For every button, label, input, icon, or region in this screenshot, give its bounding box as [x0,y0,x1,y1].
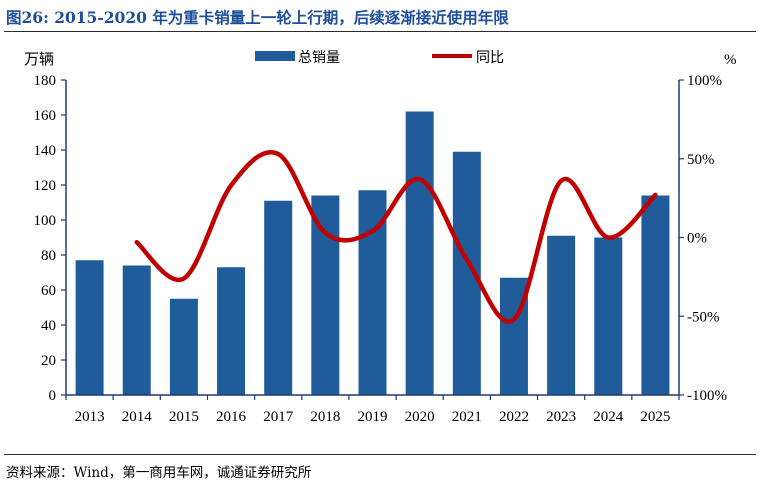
right-tick-label: -100% [687,388,727,404]
title-divider [4,31,756,32]
yoy-growth-line [134,150,658,324]
bar-2020 [405,111,434,395]
left-tick-label: 120 [34,178,57,194]
bar-2015 [169,298,198,395]
bar-2023 [547,235,576,395]
x-tick-label: 2013 [75,409,105,425]
chart-title: 图26: 2015-2020 年为重卡销量上一轮上行期，后续逐渐接近使用年限 [6,8,509,27]
right-axis-unit: % [724,52,737,68]
legend: 总销量 同比 [255,50,504,66]
bar-2025 [641,195,670,395]
x-tick-label: 2019 [358,409,388,425]
left-tick-label: 180 [34,73,57,89]
right-tick-label: 0% [687,231,707,247]
axes-group: 0 20 40 60 80 100 120 140 160 180 -100% -50% 0% 50% 1… [34,73,728,425]
x-tick-label: 2023 [546,409,576,425]
x-tick-label: 2024 [593,409,624,425]
x-tick-label: 2016 [216,409,247,425]
bar-2013 [75,260,104,395]
left-tick-label: 160 [34,108,57,124]
left-tick-label: 20 [41,353,56,369]
bar-series-group [75,111,670,395]
right-tick-label: -50% [687,309,720,325]
right-tick-label: 100% [687,73,722,89]
x-tick-label: 2022 [499,409,529,425]
source-divider [4,454,756,455]
x-tick-label: 2014 [122,409,153,425]
legend-line-label: 同比 [476,50,504,66]
line-series-group [134,150,658,324]
left-tick-label: 80 [41,248,56,264]
bar-2024 [594,237,623,395]
x-tick-label: 2025 [640,409,670,425]
right-tick-label: 50% [687,152,715,168]
left-tick-label: 140 [34,143,57,159]
left-tick-label: 60 [41,283,56,299]
bar-2018 [311,195,340,395]
right-axis-ticks: -100% -50% 0% 50% 100% [679,73,727,404]
bar-2014 [122,265,151,395]
left-axis-unit: 万辆 [24,51,54,68]
legend-bar-swatch [255,51,295,61]
x-tick-label: 2018 [310,409,340,425]
bar-2017 [264,200,293,395]
left-tick-label: 0 [49,388,57,404]
x-tick-label: 2020 [405,409,435,425]
bar-2016 [217,267,246,395]
x-tick-label: 2021 [452,409,482,425]
left-tick-label: 100 [34,213,57,229]
x-tick-label: 2015 [169,409,199,425]
x-tick-label: 2017 [263,409,294,425]
left-tick-label: 40 [41,318,56,334]
left-axis-ticks: 0 20 40 60 80 100 120 140 160 180 [34,73,66,404]
x-axis-ticks: 2013 2014 2015 2016 2017 2018 2019 2020 2021 2022… [65,395,680,425]
source-note: 资料来源：Wind，第一商用车网，诚通证券研究所 [6,465,312,481]
legend-bar-label: 总销量 [298,50,340,66]
